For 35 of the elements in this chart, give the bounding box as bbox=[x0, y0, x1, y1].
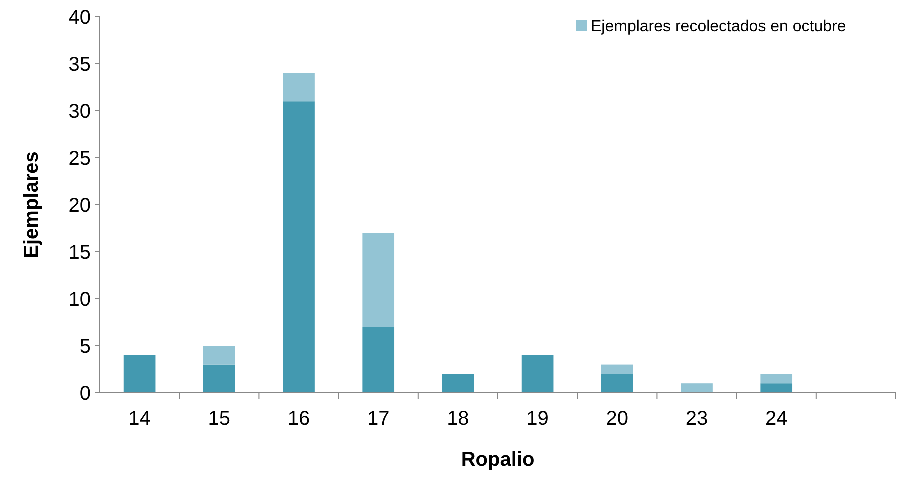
x-tick-label: 18 bbox=[447, 408, 470, 430]
x-axis-title: Ropalio bbox=[461, 449, 535, 471]
y-tick-label: 5 bbox=[80, 336, 91, 358]
y-axis-title: Ejemplares bbox=[21, 152, 43, 258]
y-tick-label: 30 bbox=[68, 101, 91, 123]
bar bbox=[283, 73, 315, 102]
x-tick-label: 15 bbox=[208, 408, 231, 430]
bar bbox=[283, 102, 315, 393]
y-tick-label: 15 bbox=[68, 242, 91, 264]
y-tick-label: 25 bbox=[68, 148, 91, 170]
x-tick-label: 19 bbox=[526, 408, 549, 430]
y-tick-label: 40 bbox=[68, 7, 91, 29]
bar bbox=[362, 327, 395, 393]
bar bbox=[124, 355, 156, 393]
bar bbox=[681, 384, 713, 393]
bar bbox=[203, 364, 236, 393]
bar bbox=[203, 346, 236, 365]
y-tick-label: 0 bbox=[80, 383, 91, 405]
bar bbox=[442, 374, 474, 393]
x-tick-label: 23 bbox=[686, 408, 708, 430]
bar bbox=[760, 384, 793, 393]
x-tick-label: 17 bbox=[367, 408, 390, 430]
x-tick-label: 24 bbox=[765, 408, 788, 430]
x-tick-label: 16 bbox=[288, 408, 310, 430]
bar bbox=[760, 374, 793, 384]
bar bbox=[522, 355, 554, 393]
y-tick-label: 35 bbox=[68, 54, 91, 76]
bar bbox=[601, 364, 634, 374]
y-tick-label: 10 bbox=[68, 289, 91, 311]
y-tick-label: 20 bbox=[68, 195, 91, 217]
x-tick-label: 20 bbox=[606, 408, 629, 430]
bar bbox=[362, 233, 395, 328]
legend-label: Ejemplares recolectados en octubre bbox=[591, 18, 846, 36]
x-tick-label: 14 bbox=[128, 408, 151, 430]
bar bbox=[601, 374, 634, 393]
